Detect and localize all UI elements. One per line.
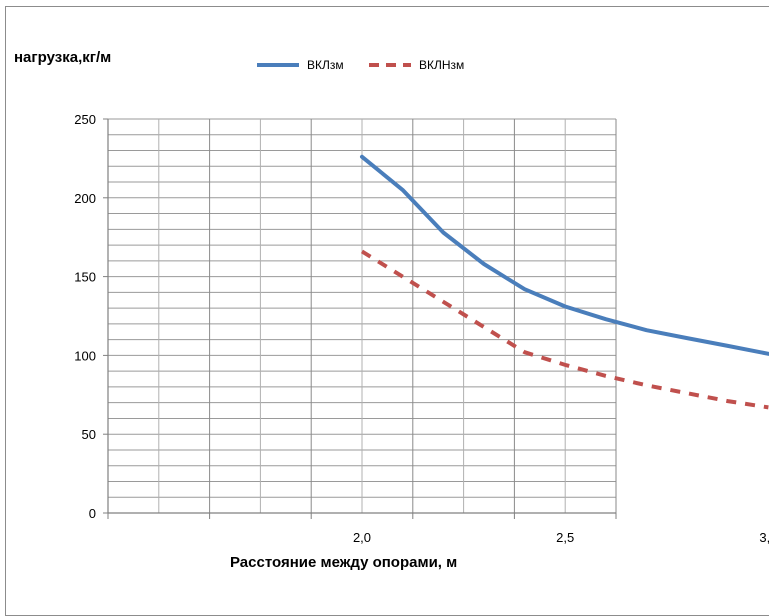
- y-tick-labels: 0 50 100 150 200 250: [74, 112, 96, 521]
- legend-item-vklnzm: ВКЛНзм: [367, 58, 464, 72]
- legend-item-vklzm: ВКЛзм: [255, 58, 344, 72]
- legend-label: ВКЛзм: [307, 58, 344, 72]
- y-tick-label: 150: [74, 270, 96, 285]
- chart-grid: [107, 118, 617, 514]
- y-tick-label: 200: [74, 191, 96, 206]
- chart-series: [360, 154, 769, 410]
- y-tick-label: 50: [82, 427, 96, 442]
- chart-frame: [5, 6, 769, 616]
- x-tick-labels: 2,0 2,5 3,0: [353, 530, 769, 545]
- x-tick-label: 2,5: [556, 530, 574, 545]
- x-tick-label: 2,0: [353, 530, 371, 545]
- legend-line-dashed-icon: [369, 63, 411, 67]
- legend-line-solid-icon: [257, 63, 299, 67]
- x-axis-label: Расстояние между опорами, м: [230, 554, 458, 571]
- y-axis-label: нагрузка,кг/м: [14, 49, 112, 66]
- x-tick-label: 3,0: [759, 530, 769, 545]
- chart-axes: [103, 118, 617, 519]
- legend-label: ВКЛНзм: [419, 58, 465, 72]
- y-tick-label: 0: [89, 506, 96, 521]
- series-line-vklnzm: [360, 249, 769, 410]
- series-line-vklzm: [360, 154, 769, 356]
- y-tick-label: 100: [74, 348, 96, 363]
- y-tick-label: 250: [74, 112, 96, 127]
